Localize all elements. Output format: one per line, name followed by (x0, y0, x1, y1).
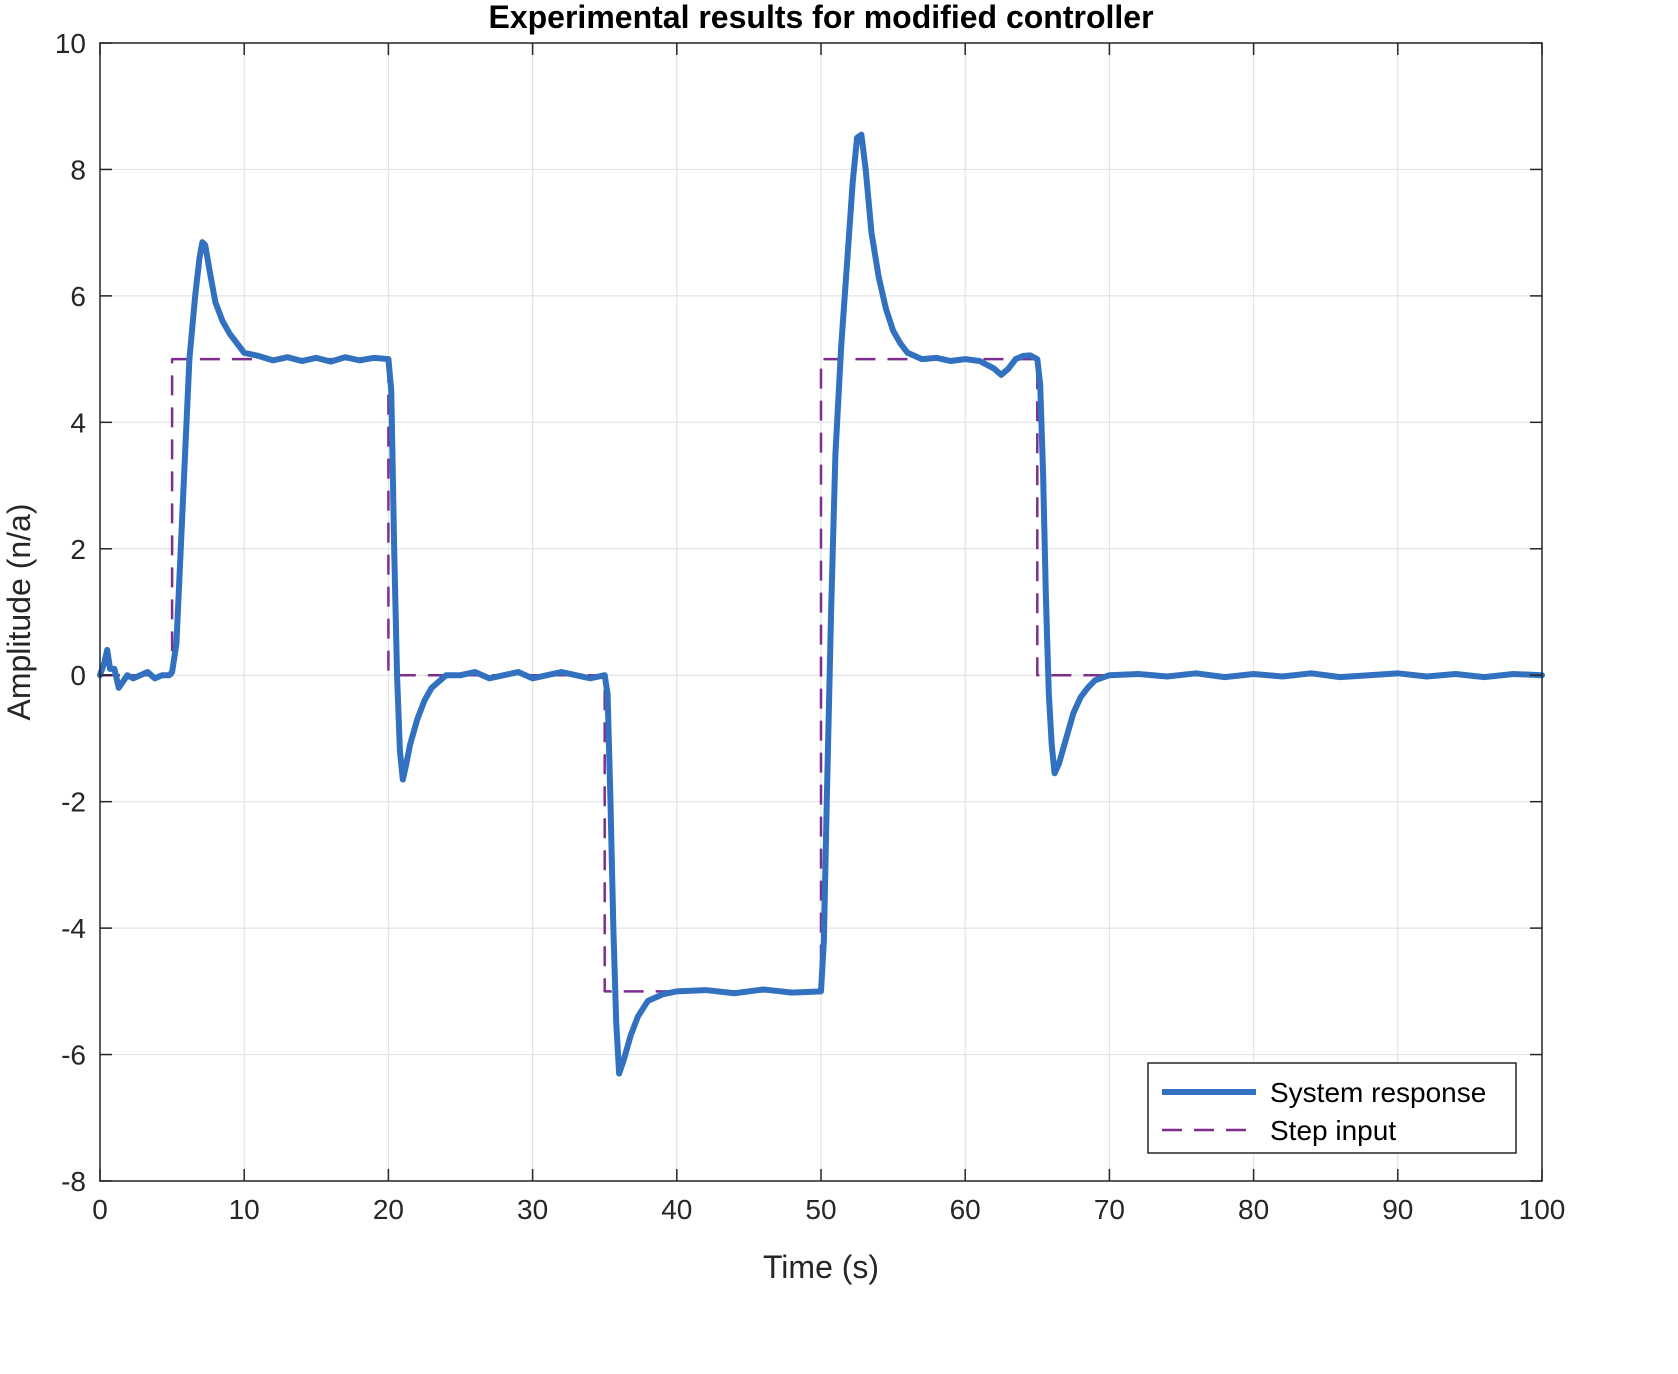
series-layer (97, 131, 1545, 1077)
x-tick-label: 10 (229, 1194, 260, 1225)
y-tick-label: -4 (61, 913, 86, 944)
x-tick-label: 80 (1238, 1194, 1269, 1225)
x-tick-label: 60 (950, 1194, 981, 1225)
x-tick-label: 40 (661, 1194, 692, 1225)
legend-box (1147, 1062, 1517, 1154)
y-axis-label: Amplitude (n/a) (1, 504, 37, 721)
x-tick-label: 70 (1094, 1194, 1125, 1225)
axis-ticks (99, 42, 1543, 1182)
x-axis-label: Time (s) (763, 1249, 879, 1285)
y-tick-label: 4 (70, 407, 86, 438)
x-tick-label: 20 (373, 1194, 404, 1225)
x-tick-label: 0 (92, 1194, 108, 1225)
series-line-step-input (100, 357, 1542, 993)
y-tick-label: -8 (61, 1166, 86, 1197)
y-tick-label: 6 (70, 281, 86, 312)
y-tick-label: 2 (70, 534, 86, 565)
legend-label-system-response: System response (1270, 1077, 1486, 1108)
y-tick-label: 8 (70, 154, 86, 185)
legend-label-step-input: Step input (1270, 1115, 1396, 1146)
x-tick-label: 50 (805, 1194, 836, 1225)
y-tick-label: 0 (70, 660, 86, 691)
y-tick-label: -2 (61, 787, 86, 818)
tick-labels: 0 10 20 30 40 50 60 70 80 90 100 -8 -6 -4 -2 0 2 4 6 8 10 (55, 28, 1566, 1225)
chart-title: Experimental results for modified contro… (488, 0, 1153, 35)
y-tick-label: -6 (61, 1040, 86, 1071)
y-tick-label: 10 (55, 28, 86, 59)
x-tick-label: 90 (1382, 1194, 1413, 1225)
series-line-system-response (97, 131, 1545, 1077)
x-tick-label: 100 (1519, 1194, 1566, 1225)
x-tick-label: 30 (517, 1194, 548, 1225)
legend: System response Step input (1147, 1062, 1517, 1154)
